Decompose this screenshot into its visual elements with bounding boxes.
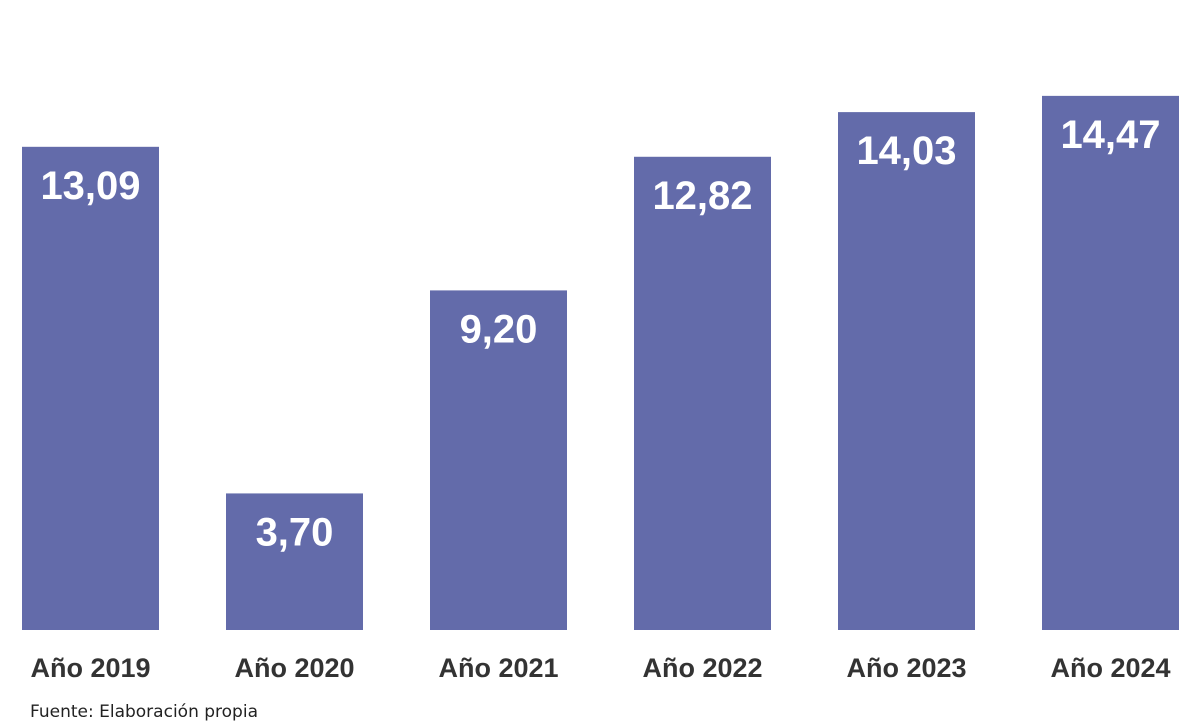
value-label-a-o-2020: 3,70 (256, 510, 334, 554)
bar-a-o-2022 (634, 156, 771, 631)
value-label-a-o-2021: 9,20 (460, 307, 538, 351)
category-label-a-o-2024: Año 2024 (1050, 653, 1170, 683)
value-label-a-o-2019: 13,09 (40, 164, 140, 208)
bar-a-o-2024 (1042, 95, 1179, 630)
bars-group (22, 95, 1179, 631)
category-label-a-o-2022: Año 2022 (642, 653, 762, 683)
bar-a-o-2021 (430, 290, 567, 630)
value-label-a-o-2022: 12,82 (652, 174, 752, 218)
source-note: Fuente: Elaboración propia (30, 702, 258, 722)
value-label-a-o-2024: 14,47 (1060, 113, 1160, 157)
category-label-a-o-2019: Año 2019 (30, 653, 150, 683)
bar-a-o-2019 (22, 146, 159, 631)
category-labels-group: Año 2019 Año 2020 Año 2021 Año 2022 Año 2023… (30, 653, 1170, 683)
category-label-a-o-2023: Año 2023 (846, 653, 966, 683)
value-label-a-o-2023: 14,03 (856, 129, 956, 173)
value-labels-group: 13,09 3,70 9,20 12,82 14,03 14,47 (40, 113, 1160, 555)
category-label-a-o-2021: Año 2021 (438, 653, 558, 683)
category-label-a-o-2020: Año 2020 (234, 653, 354, 683)
bar-a-o-2020 (226, 493, 363, 630)
bar-a-o-2023 (838, 112, 975, 631)
